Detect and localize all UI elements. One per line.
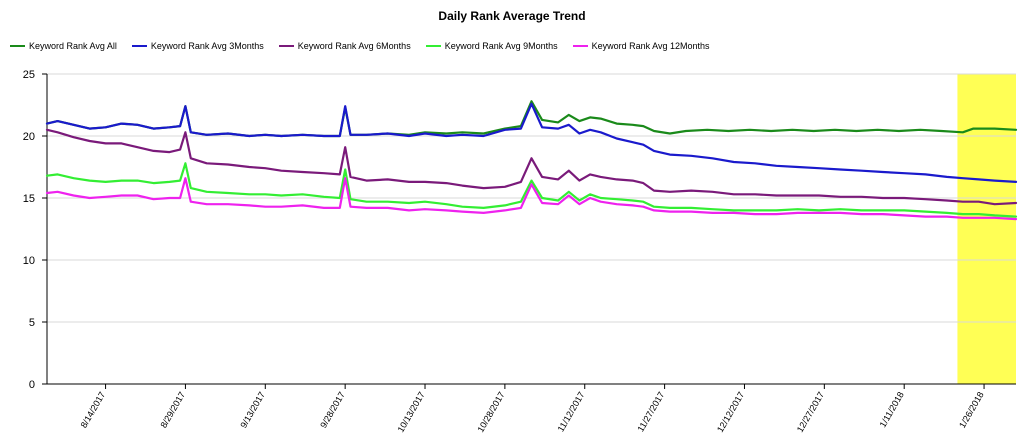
series-line-5 — [45, 177, 1018, 221]
x-tick-label: 8/29/2017 — [158, 390, 187, 430]
x-tick-label: 10/28/2017 — [475, 390, 506, 434]
legend-label: Keyword Rank Avg 3Months — [150, 41, 264, 51]
y-tick-label: 25 — [23, 69, 35, 81]
x-tick-label: 1/26/2018 — [957, 390, 986, 430]
legend-swatch — [572, 45, 588, 47]
legend-item: Keyword Rank Avg 3Months — [131, 41, 264, 51]
y-tick-label: 20 — [23, 131, 35, 143]
legend-swatch — [425, 45, 441, 47]
highlight-band — [957, 74, 1016, 384]
x-tick-label: 9/13/2017 — [238, 390, 267, 430]
legend-item: Keyword Rank Avg 9Months — [425, 41, 558, 51]
x-tick-label: 9/28/2017 — [318, 390, 347, 430]
legend-label: Keyword Rank Avg 9Months — [444, 41, 558, 51]
series-line-4 — [45, 162, 1018, 218]
y-tick-label: 15 — [23, 193, 35, 205]
legend-swatch — [131, 45, 147, 47]
legend-item: Keyword Rank Avg 12Months — [572, 41, 710, 51]
chart-title: Daily Rank Average Trend — [438, 9, 586, 23]
series-line-2 — [45, 102, 1018, 183]
y-tick-label: 0 — [29, 379, 35, 391]
x-tick-label: 8/14/2017 — [79, 390, 108, 430]
legend: Keyword Rank Avg All Keyword Rank Avg 3Mo… — [10, 38, 725, 54]
y-tick-label: 5 — [29, 317, 35, 329]
x-tick-label: 10/13/2017 — [396, 390, 427, 434]
legend-label: Keyword Rank Avg 12Months — [591, 41, 710, 51]
legend-item: Keyword Rank Avg 6Months — [278, 41, 411, 51]
legend-label: Keyword Rank Avg All — [29, 41, 117, 51]
x-tick-label: 12/27/2017 — [795, 390, 826, 434]
x-tick-label: 1/11/2018 — [878, 390, 906, 429]
legend-swatch — [278, 45, 294, 47]
x-tick-label: 12/12/2017 — [715, 390, 746, 434]
x-tick-label: 11/27/2017 — [635, 390, 666, 433]
series-line-3 — [45, 128, 1018, 206]
legend-swatch — [10, 45, 25, 47]
legend-label: Keyword Rank Avg 6Months — [297, 41, 411, 51]
y-tick-label: 10 — [23, 255, 35, 267]
x-tick-label: 11/12/2017 — [556, 390, 587, 433]
legend-item: Keyword Rank Avg All — [10, 41, 117, 51]
